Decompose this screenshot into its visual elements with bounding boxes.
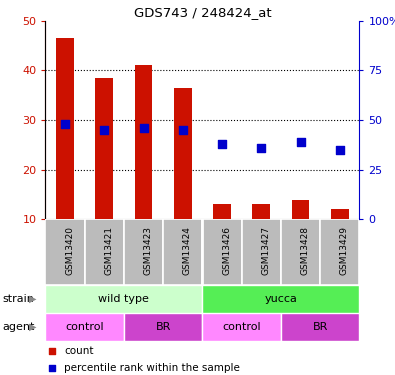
Point	[258, 145, 265, 151]
Text: GSM13426: GSM13426	[222, 226, 231, 275]
Text: strain: strain	[2, 294, 34, 304]
Text: GSM13428: GSM13428	[301, 226, 310, 275]
Title: GDS743 / 248424_at: GDS743 / 248424_at	[134, 6, 271, 20]
Point	[49, 364, 55, 370]
Bar	[163, 219, 202, 285]
Text: GSM13424: GSM13424	[183, 226, 192, 275]
Point	[297, 139, 304, 145]
Bar	[56, 38, 74, 219]
Bar	[252, 204, 270, 219]
Point	[62, 121, 68, 127]
Bar	[202, 219, 242, 285]
Text: ▶: ▶	[29, 294, 36, 304]
Text: BR: BR	[312, 322, 328, 332]
Point	[337, 147, 343, 153]
Text: yucca: yucca	[265, 294, 297, 304]
Bar	[213, 204, 231, 219]
Bar	[281, 313, 359, 341]
Text: BR: BR	[156, 322, 171, 332]
Text: GSM13420: GSM13420	[65, 226, 74, 275]
Bar	[45, 313, 124, 341]
Text: GSM13429: GSM13429	[340, 226, 349, 275]
Point	[219, 141, 225, 147]
Bar	[135, 65, 152, 219]
Bar	[242, 219, 281, 285]
Text: GSM13421: GSM13421	[104, 226, 113, 275]
Bar	[45, 285, 202, 313]
Bar	[331, 209, 349, 219]
Text: ▶: ▶	[29, 322, 36, 332]
Bar	[174, 88, 192, 219]
Text: count: count	[64, 346, 94, 356]
Point	[49, 348, 55, 354]
Bar	[320, 219, 359, 285]
Bar	[292, 200, 309, 219]
Point	[140, 125, 147, 131]
Text: wild type: wild type	[98, 294, 149, 304]
Bar	[124, 313, 202, 341]
Bar	[202, 285, 359, 313]
Text: GSM13427: GSM13427	[261, 226, 270, 275]
Bar	[281, 219, 320, 285]
Bar	[85, 219, 124, 285]
Point	[101, 127, 107, 133]
Text: agent: agent	[2, 322, 34, 332]
Point	[180, 127, 186, 133]
Bar	[45, 219, 85, 285]
Text: percentile rank within the sample: percentile rank within the sample	[64, 363, 240, 373]
Text: GSM13423: GSM13423	[143, 226, 152, 275]
Text: control: control	[222, 322, 261, 332]
Bar	[202, 313, 281, 341]
Bar	[124, 219, 163, 285]
Text: control: control	[65, 322, 104, 332]
Bar	[96, 78, 113, 219]
